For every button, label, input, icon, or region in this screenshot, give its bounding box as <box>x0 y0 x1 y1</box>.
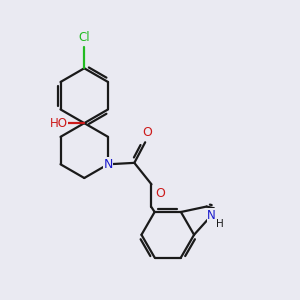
Text: H: H <box>216 219 224 229</box>
Text: O: O <box>142 126 152 139</box>
Text: O: O <box>156 187 166 200</box>
Text: N: N <box>103 158 113 171</box>
Text: HO: HO <box>50 117 68 130</box>
Text: Cl: Cl <box>79 31 90 44</box>
Text: N: N <box>207 209 216 222</box>
